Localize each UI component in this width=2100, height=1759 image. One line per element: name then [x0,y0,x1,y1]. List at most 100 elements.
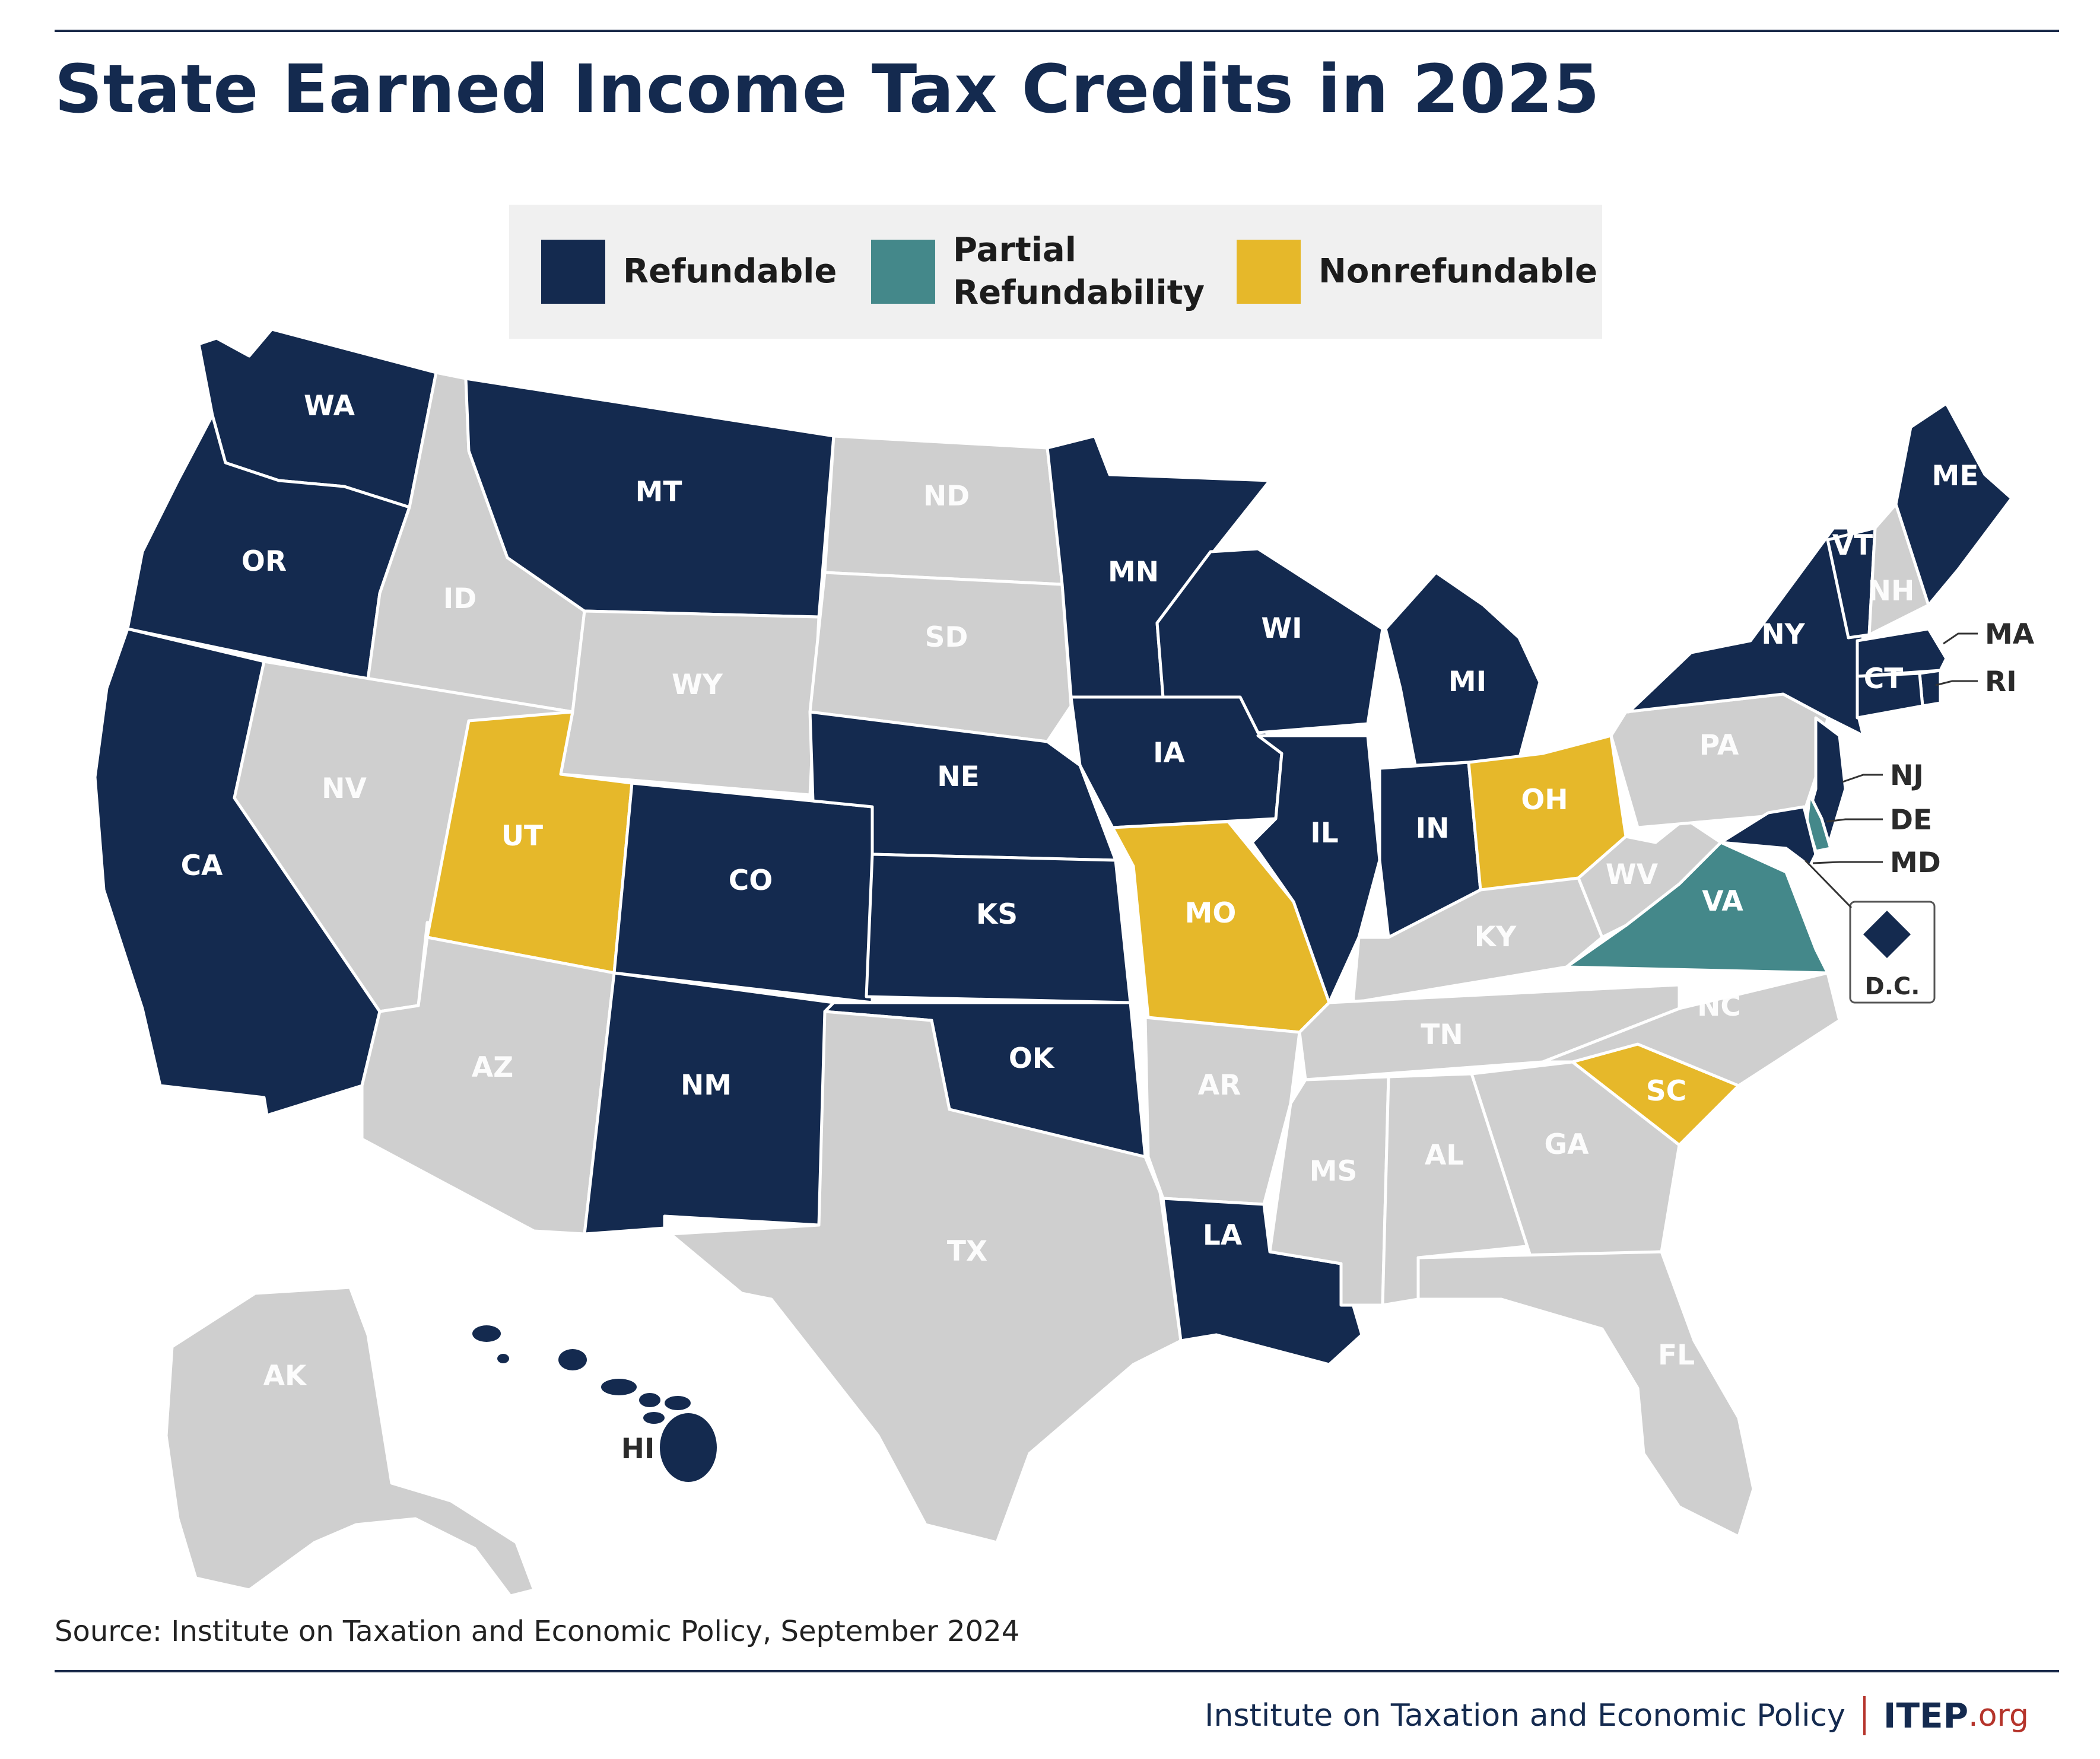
callout-line-md [1812,861,1883,864]
state-sd [808,571,1073,743]
hawaii-island [660,1413,717,1482]
state-label-or: OR [242,545,287,578]
state-ga [1470,1060,1681,1259]
state-label-ca: CA [181,850,223,882]
state-label-ar: AR [1198,1069,1241,1102]
state-label-ct: CT [1864,663,1904,695]
state-label-co: CO [729,864,773,897]
state-me [1894,402,2013,607]
state-wi [1155,547,1384,734]
state-label-nh: NH [1868,575,1915,607]
state-label-mo: MO [1185,897,1237,930]
callout-line-nj [1842,774,1883,783]
state-label-oh: OH [1521,784,1568,816]
state-label-ks: KS [976,898,1018,931]
state-label-ia: IA [1153,737,1185,769]
state-il [1250,734,1381,1004]
state-ms [1268,1075,1390,1307]
state-label-nm: NM [681,1069,732,1102]
callout-line-ma [1943,632,1978,645]
state-label-ne: NE [937,761,979,793]
legend-label-partial: Partial Refundability [953,229,1205,314]
state-label-fl: FL [1658,1339,1695,1372]
state-label-nj: NJ [1890,759,1924,792]
state-tx [669,1010,1183,1544]
legend-label-partial-line2: Refundability [953,273,1205,312]
state-label-tn: TN [1421,1019,1463,1051]
footer: Institute on Taxation and Economic Polic… [1205,1696,2029,1736]
state-wy [559,609,821,797]
top-rule [55,30,2059,32]
state-label-ak: AK [263,1360,307,1392]
footer-brand-main: ITEP [1883,1696,1969,1736]
state-label-ms: MS [1310,1155,1358,1188]
hawaii-island [601,1379,637,1395]
state-label-mn: MN [1108,556,1159,589]
bottom-rule [55,1670,2059,1672]
legend-item-refundable: Refundable [541,205,837,339]
state-shapes [93,327,2013,1598]
callout-line-ri [1935,680,1978,686]
state-nc [1541,971,1841,1087]
legend: Refundable Partial Refundability Nonrefun… [509,205,1602,339]
state-label-al: AL [1425,1139,1464,1172]
state-callouts: MA RI NJ DE MD D.C. [1804,618,2035,1004]
state-label-me: ME [1932,460,1979,492]
state-label-ky: KY [1475,921,1517,953]
state-label-ri: RI [1985,666,2017,698]
legend-label-partial-line1: Partial [953,231,1076,269]
hawaii-island [497,1354,509,1363]
hawaii-island [558,1349,587,1370]
state-label-il: IL [1310,817,1338,850]
state-label-md: MD [1890,847,1941,879]
state-md [1719,805,1818,868]
state-mi [1384,571,1542,767]
callout-line-de [1826,818,1883,823]
state-label-ma: MA [1985,618,2035,651]
state-label-vt: VT [1832,529,1873,562]
legend-label-refundable: Refundable [623,252,837,291]
dc-callout-line [1804,859,1853,909]
state-nm [583,971,835,1236]
state-hi [472,1325,717,1482]
state-label-va: VA [1702,885,1743,918]
state-ct [1856,672,1924,720]
hawaii-island [643,1412,665,1424]
state-label-wa: WA [304,390,355,422]
state-label-wy: WY [672,669,723,701]
legend-swatch-refundable [541,240,605,304]
state-ma [1856,627,1948,678]
state-label-dc: D.C. [1865,973,1920,1000]
state-labels: WA OR CA ID NV MT WY UT AZ CO NM ND SD NE KS OK TX MN IA MO… [181,390,1979,1465]
footer-brand-suffix: .org [1968,1698,2029,1733]
state-label-ga: GA [1545,1128,1590,1161]
state-label-nd: ND [923,480,970,513]
state-label-hi: HI [621,1433,655,1465]
state-fl [1416,1250,1755,1538]
hawaii-island [639,1393,660,1407]
legend-swatch-partial [871,240,935,304]
footer-separator [1863,1696,1866,1735]
state-label-ok: OK [1009,1042,1055,1075]
state-label-nc: NC [1697,990,1741,1023]
footer-org-name: Institute on Taxation and Economic Polic… [1205,1698,1845,1733]
legend-swatch-nonrefundable [1237,240,1301,304]
state-label-wi: WI [1261,612,1302,645]
state-dc [1863,911,1911,958]
state-label-tx: TX [947,1235,987,1268]
legend-item-partial: Partial Refundability [871,205,1205,339]
state-la [1161,1197,1364,1366]
state-label-sc: SC [1646,1075,1686,1108]
state-label-wv: WV [1606,858,1659,891]
state-ar [1143,1016,1301,1206]
legend-item-nonrefundable: Nonrefundable [1237,205,1597,339]
state-label-mt: MT [636,476,682,508]
state-label-de: DE [1890,804,1932,836]
state-label-sd: SD [925,621,968,654]
state-label-in: IN [1416,812,1450,845]
legend-label-nonrefundable: Nonrefundable [1319,252,1598,291]
source-note: Source: Institute on Taxation and Econom… [55,1615,1020,1648]
state-label-id: ID [443,583,477,615]
state-label-ut: UT [501,820,543,853]
